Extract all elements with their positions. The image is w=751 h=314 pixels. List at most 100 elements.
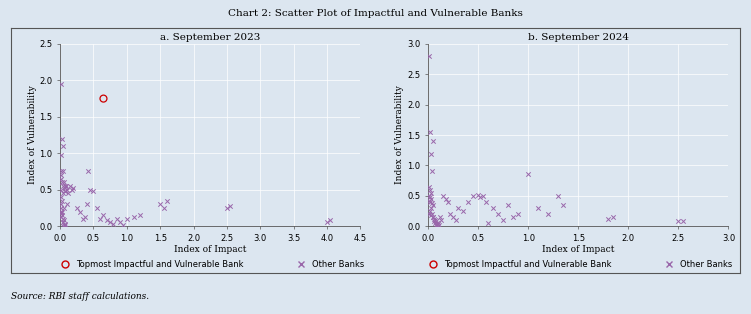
Point xyxy=(425,190,437,195)
Point xyxy=(424,208,436,214)
Point xyxy=(426,211,438,216)
Text: Source: RBI staff calculations.: Source: RBI staff calculations. xyxy=(11,292,149,301)
Point xyxy=(57,224,69,229)
Point xyxy=(444,211,456,216)
Point xyxy=(432,222,444,227)
Point xyxy=(68,186,80,191)
Point xyxy=(427,214,439,219)
Point xyxy=(56,187,68,192)
Point xyxy=(62,202,74,207)
Point xyxy=(56,194,68,199)
Point xyxy=(59,189,71,194)
Point xyxy=(447,214,459,219)
Point xyxy=(57,169,69,174)
Point xyxy=(60,183,72,188)
Point xyxy=(321,220,333,225)
Point xyxy=(57,220,69,225)
Point xyxy=(225,203,237,208)
Point xyxy=(672,219,684,224)
Point xyxy=(472,192,484,197)
Point xyxy=(77,216,89,221)
Title: b. September 2024: b. September 2024 xyxy=(528,33,629,42)
Point xyxy=(430,219,442,224)
X-axis label: Index of Impact: Index of Impact xyxy=(174,246,246,254)
Point xyxy=(98,96,110,101)
Point xyxy=(58,180,70,185)
X-axis label: Index of Impact: Index of Impact xyxy=(542,246,614,254)
Point xyxy=(502,202,514,207)
Point xyxy=(57,216,69,221)
Point xyxy=(492,211,504,216)
Point xyxy=(532,205,544,210)
Point xyxy=(64,183,76,188)
Point xyxy=(59,189,71,194)
Point xyxy=(61,187,73,192)
Point xyxy=(482,220,494,225)
Point xyxy=(58,223,70,228)
Point xyxy=(677,219,689,224)
Point xyxy=(59,222,71,227)
Point xyxy=(429,220,441,225)
Point xyxy=(58,218,70,223)
Point xyxy=(435,218,447,223)
Point xyxy=(114,220,126,225)
Point xyxy=(81,202,93,207)
Point xyxy=(431,220,443,225)
Point xyxy=(107,221,119,226)
Point xyxy=(432,224,444,229)
Point xyxy=(608,214,620,219)
Point xyxy=(55,210,67,215)
Point xyxy=(56,198,68,203)
Point xyxy=(121,216,133,221)
Point xyxy=(423,211,435,216)
Point xyxy=(56,209,68,214)
Point xyxy=(59,183,71,188)
Point xyxy=(55,169,67,174)
Point xyxy=(522,172,534,177)
Point xyxy=(80,215,92,220)
Point xyxy=(57,191,69,196)
Point xyxy=(56,215,68,220)
Point xyxy=(56,180,68,185)
Point xyxy=(101,218,113,223)
Point xyxy=(426,169,438,174)
Point xyxy=(84,187,96,192)
Point xyxy=(56,213,68,218)
Point xyxy=(457,208,469,214)
Point xyxy=(467,193,479,198)
Point xyxy=(434,214,446,219)
Point xyxy=(425,152,437,157)
Point xyxy=(424,194,436,199)
Point xyxy=(477,193,489,198)
Point xyxy=(542,211,554,216)
Point xyxy=(66,187,78,192)
Legend: Topmost Impactful and Vulnerable Bank, Other Banks: Topmost Impactful and Vulnerable Bank, O… xyxy=(425,260,731,269)
Point xyxy=(428,219,440,224)
Point xyxy=(552,193,564,198)
Point xyxy=(512,211,524,216)
Point xyxy=(427,214,439,219)
Point xyxy=(62,191,74,196)
Point xyxy=(56,173,68,178)
Point xyxy=(56,152,68,157)
Point xyxy=(56,205,68,210)
Point xyxy=(557,202,569,207)
Point xyxy=(450,218,462,223)
Point xyxy=(425,205,437,210)
Point xyxy=(74,209,86,214)
Point xyxy=(87,189,99,194)
Point xyxy=(437,193,449,198)
Legend: Topmost Impactful and Vulnerable Bank, Other Banks: Topmost Impactful and Vulnerable Bank, O… xyxy=(57,260,363,269)
Point xyxy=(424,187,436,192)
Point xyxy=(427,138,439,143)
Title: a. September 2023: a. September 2023 xyxy=(160,33,261,42)
Point xyxy=(324,218,336,223)
Point xyxy=(71,205,83,210)
Point xyxy=(433,222,445,227)
Point xyxy=(94,216,106,221)
Point xyxy=(423,184,435,189)
Point xyxy=(128,215,140,220)
Point xyxy=(55,176,67,181)
Point xyxy=(442,199,454,204)
Point xyxy=(487,205,499,210)
